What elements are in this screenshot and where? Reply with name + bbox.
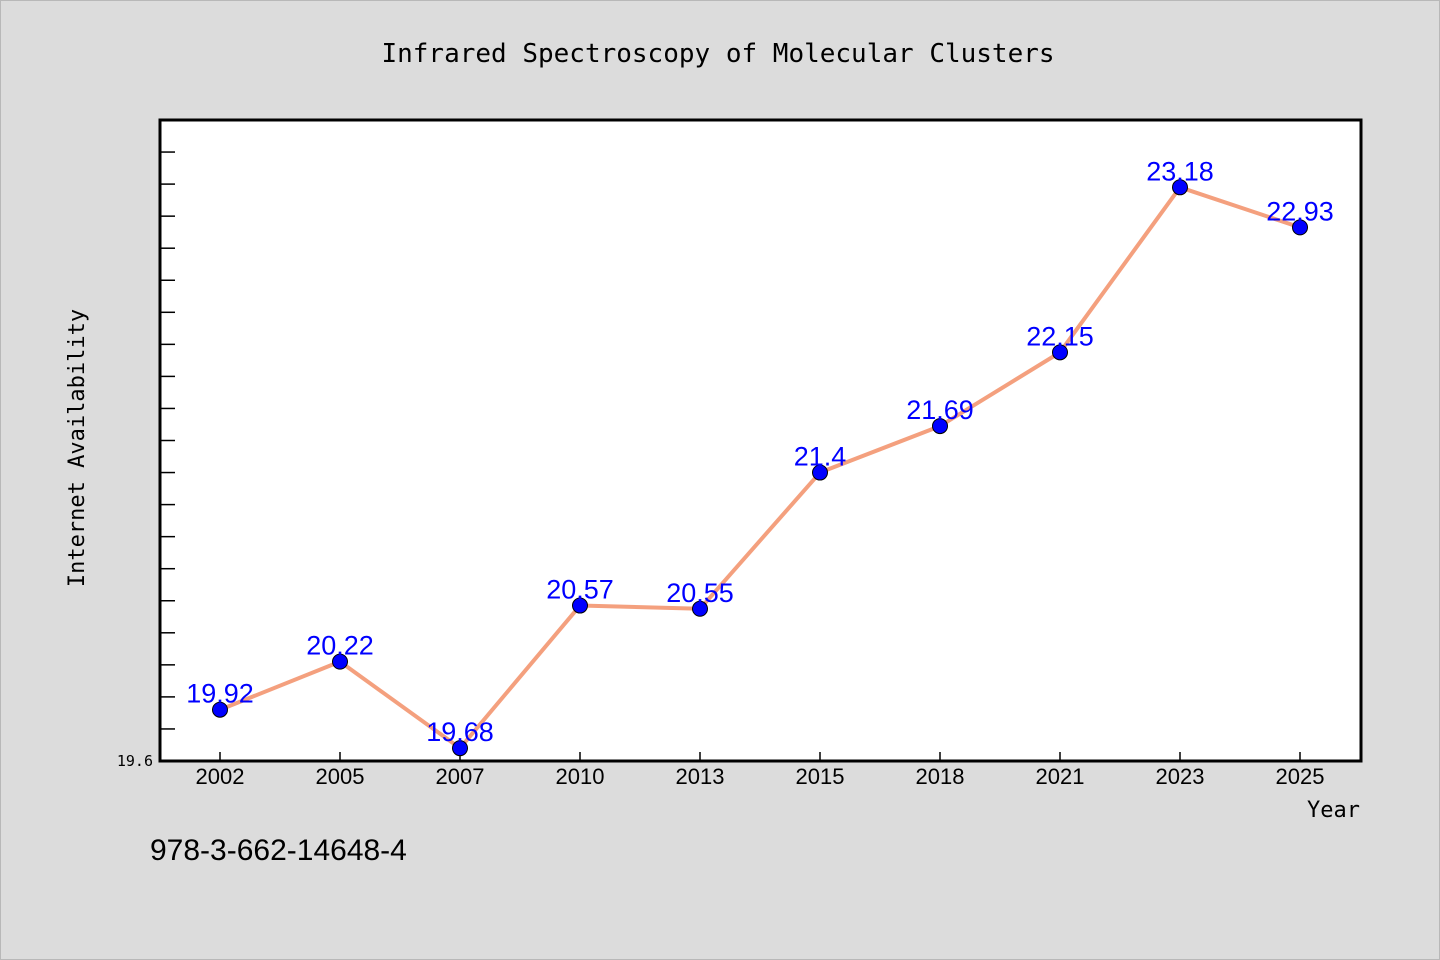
x-tick-label: 2007	[436, 764, 485, 789]
x-tick-label: 2018	[916, 764, 965, 789]
x-tick-label: 2010	[556, 764, 605, 789]
x-tick-label: 2002	[196, 764, 245, 789]
data-labels: 19.92 20.22 19.68 20.57 20.55 21.4 21.69 22.15 2…	[186, 156, 1334, 747]
data-point	[212, 701, 228, 718]
x-axis-label: Year	[1307, 798, 1360, 823]
series-layer	[212, 179, 1308, 757]
data-label: 19.92	[186, 679, 254, 709]
plot-area	[158, 118, 1363, 763]
data-point	[932, 418, 948, 435]
y-axis-label: Internet Availability	[65, 309, 90, 587]
data-point	[572, 597, 588, 614]
data-point	[332, 653, 348, 670]
data-point	[692, 600, 708, 617]
data-point	[1292, 219, 1308, 236]
x-tick-label: 2025	[1276, 764, 1325, 789]
y-axis-min-label: 19.6	[117, 752, 153, 770]
data-label: 20.22	[306, 631, 374, 661]
x-tick-label: 2023	[1156, 764, 1205, 789]
data-label: 19.68	[426, 717, 494, 747]
chart-title: Infrared Spectroscopy of Molecular Clust…	[381, 39, 1054, 69]
x-tick-label: 2013	[676, 764, 725, 789]
x-axis-ticks: 2002 2005 2007 2010 2013 2015 2018 2021 2023 2025	[196, 752, 1325, 789]
data-point	[1052, 344, 1068, 361]
x-tick-label: 2015	[796, 764, 845, 789]
data-label: 20.55	[666, 578, 734, 608]
data-point	[812, 464, 828, 481]
data-label: 20.57	[546, 575, 614, 605]
data-label: 22.93	[1266, 196, 1334, 226]
x-tick-label: 2005	[316, 764, 365, 789]
data-label: 21.69	[906, 395, 974, 425]
series-line	[218, 185, 1302, 751]
data-label: 22.15	[1026, 321, 1094, 351]
data-point	[452, 740, 468, 757]
y-axis-ticks	[160, 151, 175, 730]
isbn-text: 978-3-662-14648-4	[150, 834, 407, 867]
data-label: 23.18	[1146, 156, 1214, 186]
data-label: 21.4	[794, 442, 847, 472]
data-point	[1172, 179, 1188, 196]
x-tick-label: 2021	[1036, 764, 1085, 789]
